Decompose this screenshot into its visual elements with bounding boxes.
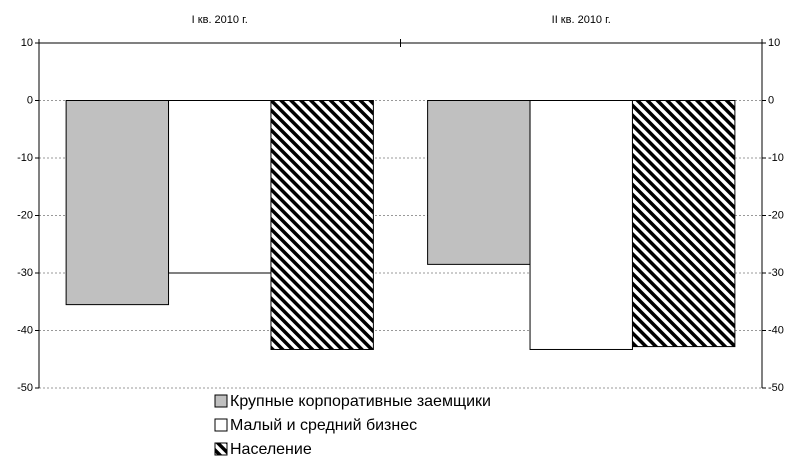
y2-tick-label: -50	[768, 382, 784, 394]
x-tick-label: I кв. 2010 г.	[192, 14, 248, 26]
y-tick-label: 10	[21, 37, 33, 49]
y2-tick-label: -40	[768, 324, 784, 336]
y-tick-label: -20	[17, 209, 33, 221]
y-tick-label: -10	[17, 152, 33, 164]
bar	[427, 100, 531, 265]
y2-tick-label: 10	[768, 37, 780, 49]
bar	[529, 100, 633, 350]
bar	[65, 100, 170, 306]
legend-swatch	[214, 418, 228, 432]
y2-tick-label: -20	[768, 209, 784, 221]
legend-swatch	[214, 394, 228, 408]
y2-tick-label: 0	[768, 94, 774, 106]
x-tick-label: II кв. 2010 г.	[552, 14, 611, 26]
legend-label: Малый и средний бизнес	[230, 417, 417, 434]
bar	[270, 100, 374, 350]
legend-label: Население	[230, 441, 312, 458]
y-tick-label: -50	[17, 382, 33, 394]
legend-swatch	[214, 442, 228, 456]
bar	[168, 100, 272, 274]
y-tick-label: -30	[17, 267, 33, 279]
y-tick-label: 0	[27, 94, 33, 106]
bar	[631, 100, 736, 348]
legend-label: Крупные корпоративные заемщики	[230, 393, 491, 410]
y2-tick-label: -30	[768, 267, 784, 279]
y-tick-label: -40	[17, 324, 33, 336]
y2-tick-label: -10	[768, 152, 784, 164]
